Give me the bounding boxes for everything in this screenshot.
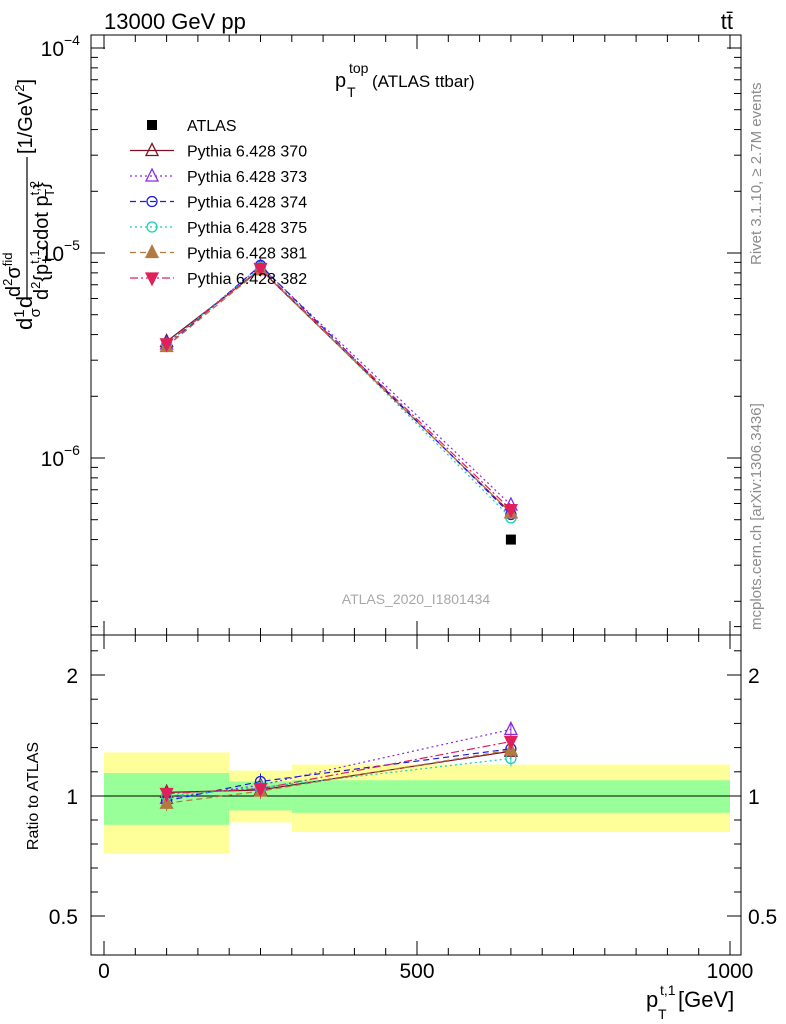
ratio-y-tick-label-left: 2 bbox=[66, 665, 78, 688]
xlabel-rest: [GeV] bbox=[678, 987, 734, 1012]
main-y-tick-label-exp: −6 bbox=[64, 442, 80, 458]
plot-title: p top T (ATLAS ttbar) bbox=[335, 60, 475, 100]
ratio-y-tick-label-left: 1 bbox=[66, 786, 78, 809]
series-line-4 bbox=[166, 268, 512, 514]
legend-label-2: Pythia 6.428 373 bbox=[187, 169, 307, 186]
main-y-tick-label-base: 10 bbox=[41, 243, 64, 266]
xlabel-sub: T bbox=[658, 1006, 667, 1022]
watermark: ATLAS_2020_I1801434 bbox=[342, 591, 491, 607]
legend-marker-0 bbox=[147, 120, 157, 130]
series-line-5 bbox=[166, 267, 512, 511]
ratio-point-4-0 bbox=[159, 794, 174, 809]
ratio-y-axis-label: Ratio to ATLAS bbox=[25, 742, 42, 850]
series-line-3 bbox=[166, 266, 512, 519]
ratio-frame bbox=[90, 634, 742, 956]
main-panel: 10−410−510−6 p top T (ATLAS ttbar) ATLAS… bbox=[0, 32, 742, 636]
x-tick-label: 0 bbox=[98, 960, 110, 983]
main-marks bbox=[159, 257, 518, 545]
rivet-label: Rivet 3.1.10, ≥ 2.7M events bbox=[748, 83, 765, 266]
series-point-5-1 bbox=[253, 262, 268, 277]
ratio-y-tick-label-right: 2 bbox=[748, 665, 760, 688]
legend-label-3: Pythia 6.428 374 bbox=[187, 195, 307, 212]
legend-label-0: ATLAS bbox=[187, 118, 237, 135]
ratio-line-3 bbox=[166, 757, 511, 797]
legend-marker-3 bbox=[146, 195, 158, 208]
ylabel-d2: d bbox=[12, 296, 37, 308]
x-axis-label: p t,1 T [GeV] bbox=[646, 982, 734, 1022]
main-y-axis-label: d1σd d2σfid d2{pt,1T cdot pt,2T} [1/GeV2… bbox=[0, 79, 57, 330]
ylabel-numerator: d2σfid bbox=[0, 253, 25, 297]
xlabel-main: p bbox=[646, 987, 658, 1012]
main-y-tick-label-base: 10 bbox=[41, 38, 64, 61]
xlabel-sup: t,1 bbox=[660, 982, 676, 998]
title-sub: T bbox=[347, 84, 356, 100]
ratio-point-5-0 bbox=[159, 787, 174, 803]
x-tick-label: 1000 bbox=[707, 960, 754, 983]
header-left: 13000 GeV pp bbox=[104, 9, 246, 34]
legend-label-1: Pythia 6.428 370 bbox=[187, 144, 307, 161]
ratio-ticks bbox=[91, 626, 741, 955]
ylabel-one: 1 bbox=[11, 309, 28, 317]
mcplots-label: mcplots.cern.ch [arXiv:1306.3436] bbox=[748, 403, 765, 630]
legend-label-5: Pythia 6.428 381 bbox=[187, 246, 307, 263]
title-rest: (ATLAS ttbar) bbox=[372, 72, 475, 91]
ratio-bands bbox=[104, 752, 730, 854]
ratio-point-5-2 bbox=[503, 735, 518, 751]
main-y-tick-label-exp: −5 bbox=[64, 237, 80, 253]
title-sup: top bbox=[349, 60, 369, 76]
ylabel-d1: d bbox=[12, 318, 37, 330]
ratio-tick-labels: 2 2 1 1 0.5 0.5 0 500 1000 bbox=[49, 665, 777, 983]
series-point-5-2 bbox=[503, 503, 518, 519]
legend-label-6: Pythia 6.428 382 bbox=[187, 271, 307, 288]
ylabel-units: [1/GeV2] bbox=[12, 79, 37, 154]
ylabel-denominator: d2{pt,1T cdot pt,2T} bbox=[27, 181, 57, 300]
ratio-y-tick-label-left: 0.5 bbox=[49, 906, 78, 929]
title-main: p bbox=[335, 70, 346, 92]
main-y-tick-label-base: 10 bbox=[41, 448, 64, 471]
ratio-y-tick-label-right: 0.5 bbox=[748, 906, 777, 929]
data-point-2 bbox=[505, 534, 516, 545]
legend-marker-4 bbox=[146, 221, 158, 233]
ratio-y-tick-label-right: 1 bbox=[748, 786, 760, 809]
series-point-5-0 bbox=[159, 338, 174, 353]
legend: ATLAS Pythia 6.428 370 Pythia 6.428 373 Pyt… bbox=[130, 118, 307, 288]
legend-marker-2 bbox=[144, 167, 160, 182]
ratio-point-5-1 bbox=[253, 783, 268, 798]
ylabel-sigma-outer: σ bbox=[27, 307, 44, 317]
series-line-0 bbox=[166, 268, 512, 514]
ratio-panel: 2 2 1 1 0.5 0.5 0 500 1000 Ratio to ATLAS p t,1 … bbox=[25, 626, 777, 1022]
ratio-line-5 bbox=[166, 740, 512, 795]
legend-label-4: Pythia 6.428 375 bbox=[187, 220, 307, 237]
main-ticks bbox=[91, 35, 741, 635]
svg-text:d1σd: d1σd bbox=[11, 296, 44, 330]
main-y-tick-label-exp: −4 bbox=[64, 32, 80, 48]
legend-marker-5 bbox=[144, 244, 160, 259]
main-y-tick-labels: 10−410−510−6 bbox=[41, 32, 81, 471]
legend-marker-6 bbox=[144, 272, 160, 287]
band-inner-2 bbox=[291, 780, 730, 813]
x-tick-label: 500 bbox=[399, 960, 434, 983]
header-right: tt̄ bbox=[721, 9, 733, 34]
legend-marker-1 bbox=[144, 142, 160, 157]
ratio-marks bbox=[159, 720, 518, 812]
